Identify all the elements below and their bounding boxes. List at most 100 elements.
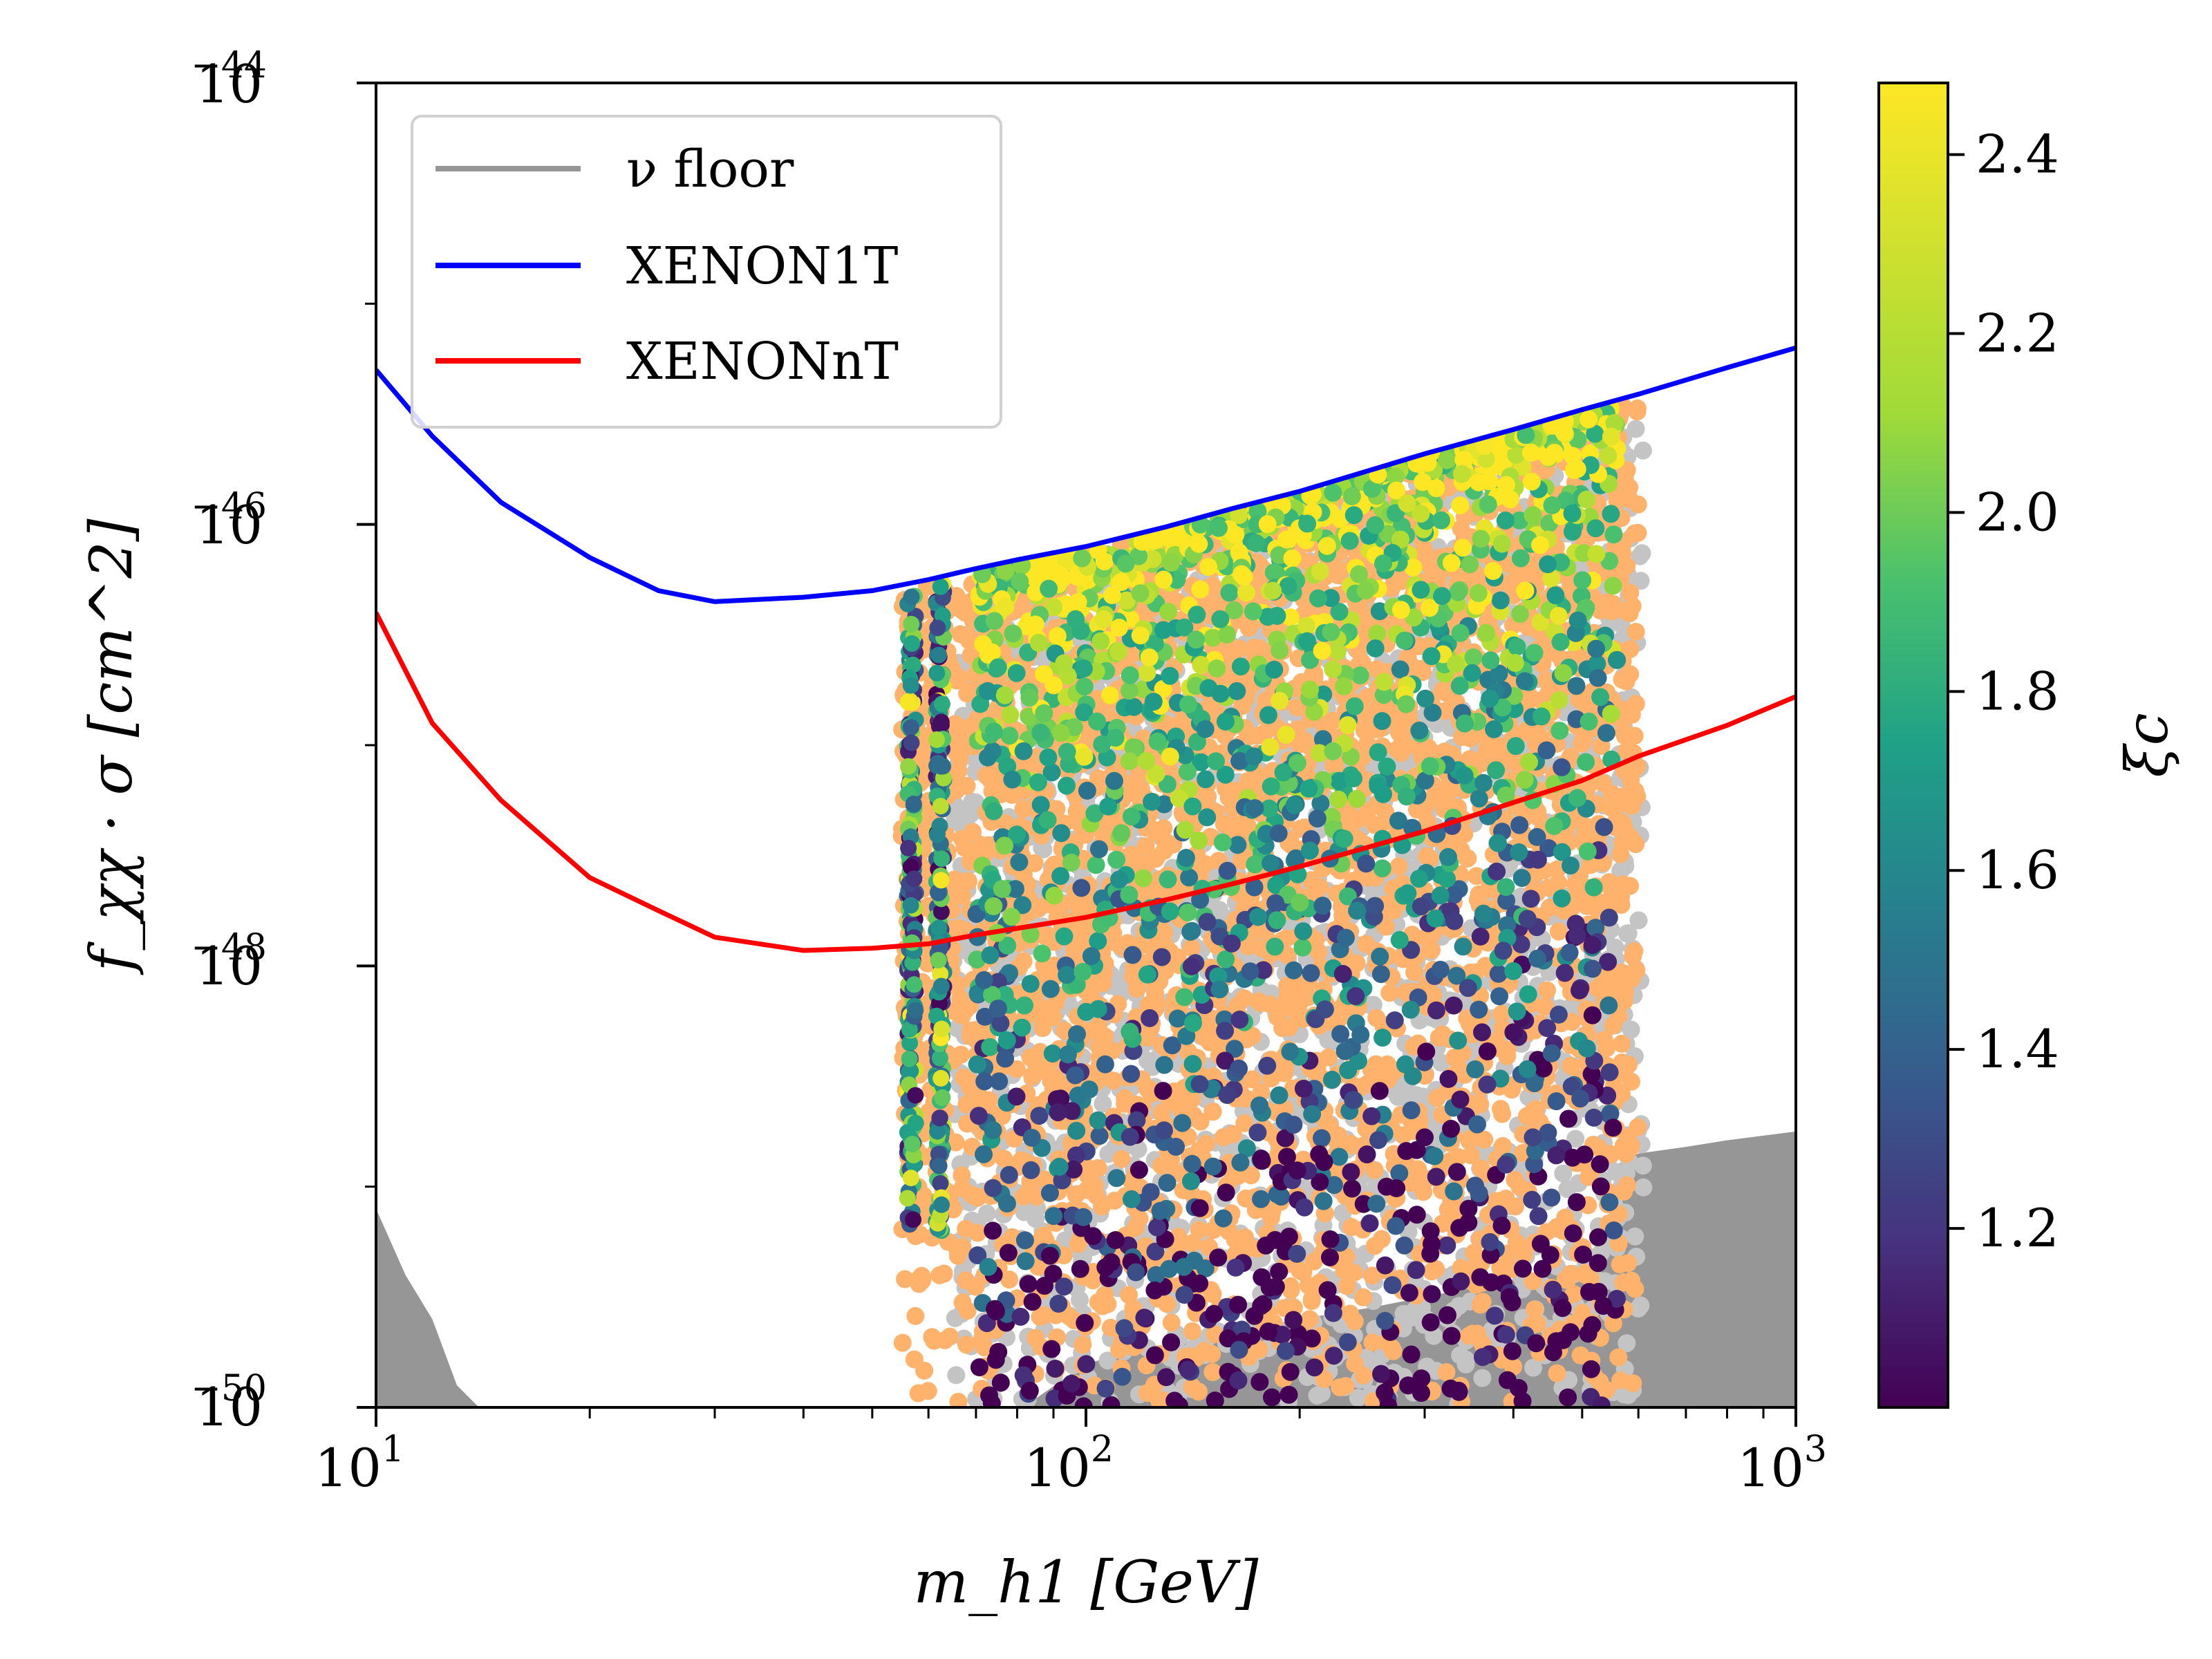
scatter-point-orange [1214, 1128, 1232, 1147]
scatter-point-orange [1162, 1313, 1181, 1332]
scatter-point-orange [1492, 1004, 1511, 1023]
scatter-point-orange [896, 1270, 915, 1288]
scatter-point-orange [1309, 943, 1328, 962]
scatter-point-grey [1524, 1358, 1543, 1377]
scatter-point-orange [1288, 1008, 1306, 1027]
scatter-point-grey [1094, 1094, 1112, 1113]
scatter-point-orange [1611, 1255, 1629, 1274]
scatter-point-orange [1291, 1262, 1309, 1280]
scatter-point-orange [1203, 1363, 1222, 1381]
scatter-point-orange [1471, 1295, 1490, 1314]
scatter-point-orange [1530, 809, 1548, 827]
scatter-point-orange [1288, 698, 1306, 717]
scatter-point-grey [1633, 1156, 1652, 1175]
scatter-point-grey [949, 803, 968, 822]
scatter-point-orange [1087, 1186, 1106, 1205]
scatter-point-orange [1538, 981, 1556, 1000]
scatter-point-grey [1308, 1386, 1327, 1405]
scatter-point-grey [1015, 1203, 1033, 1221]
scatter-point-orange [1622, 1271, 1641, 1290]
scatter-point-grey [1451, 1346, 1470, 1365]
scatter-point-orange [1465, 1244, 1483, 1262]
scatter-point-orange [1475, 1130, 1494, 1149]
scatter-point-grey [963, 792, 982, 811]
scatter-point-orange [1273, 1019, 1292, 1038]
scatter-point-orange [1405, 963, 1423, 982]
scatter-point-orange [1524, 1272, 1542, 1291]
scatter-point-grey [1629, 911, 1648, 930]
scatter-point-orange [1418, 847, 1436, 865]
scatter-point-grey [1622, 1020, 1640, 1039]
scatter-point-grey [1633, 544, 1651, 563]
scatter-point-orange [1225, 816, 1244, 834]
scatter-point-orange [1613, 671, 1631, 688]
scatter-point-orange [977, 766, 995, 785]
scatter-point-orange [1067, 1185, 1085, 1204]
scatter-point-orange [906, 1306, 925, 1325]
scatter-point-grey [1618, 924, 1636, 943]
scatter-point-orange [1459, 849, 1477, 868]
scatter-point-orange [968, 1224, 987, 1242]
scatter-point-grey [1618, 1334, 1636, 1353]
scatter-point-orange [1346, 1354, 1365, 1373]
scatter-point-orange [948, 1246, 967, 1265]
scatter-point-orange [953, 830, 971, 848]
scatter-point-orange [1625, 524, 1644, 543]
scatter-point-orange [948, 667, 966, 686]
scatter-point-orange [1338, 1277, 1356, 1295]
scatter-point-grey [1634, 1178, 1653, 1197]
scatter-point-orange [915, 1361, 934, 1380]
scatter-point-orange [1327, 1132, 1346, 1151]
scatter-point-orange [1239, 619, 1258, 637]
scatter-point-orange [1613, 1034, 1631, 1053]
scatter-point-grey [1034, 840, 1053, 859]
scatter-point-orange [1342, 1218, 1361, 1237]
scatter-point-orange [950, 919, 968, 937]
scatter-point-orange [1345, 1312, 1364, 1331]
scatter-point-orange [1421, 937, 1439, 956]
scatter-point-grey [1098, 1351, 1117, 1370]
scatter-point-orange [953, 1166, 971, 1185]
scatter-point-orange [1074, 1335, 1092, 1354]
scatter-point-orange [1549, 922, 1568, 941]
scatter-point-orange [1112, 1150, 1131, 1168]
scatter-point-orange [1146, 850, 1165, 868]
scatter-point-orange [1629, 1118, 1647, 1136]
scatter-point-orange [1183, 1234, 1201, 1253]
scatter-point-orange [1621, 1138, 1640, 1157]
scatter-point-orange [1320, 1048, 1338, 1067]
scatter-point-orange [1034, 1000, 1053, 1018]
scatter-point-orange [1623, 597, 1642, 615]
scatter-point-orange [1239, 772, 1257, 790]
scatter-point-grey [1473, 1369, 1492, 1387]
scatter-point-grey [1566, 1130, 1585, 1148]
scatter-point-orange [1244, 639, 1263, 657]
scatter-point-orange [1625, 941, 1644, 960]
scatter-point-orange [1611, 845, 1630, 863]
scatter-point-orange [1427, 1259, 1445, 1278]
scatter-point-grey [1627, 420, 1645, 438]
scatter-point-orange [1201, 1033, 1219, 1051]
scatter-point-orange [1354, 1288, 1373, 1306]
scatter-point-orange [1615, 1182, 1633, 1201]
scatter-point-orange [957, 1335, 976, 1354]
scatter-point-grey [1633, 441, 1652, 460]
scatter-point-orange [1094, 1297, 1112, 1315]
scatter-point-orange [1183, 1322, 1201, 1340]
scatter-point-orange [949, 1392, 968, 1407]
scatter-point-grey [1626, 1227, 1644, 1246]
scatter-point-orange [1380, 984, 1399, 1002]
scatter-point-orange [1014, 800, 1033, 818]
scatter-point-orange [1604, 594, 1623, 613]
scatter-point-orange [1027, 1329, 1045, 1347]
scatter-point-orange [1577, 818, 1596, 836]
scatter-point-orange [919, 1382, 937, 1400]
scatter-point-orange [1609, 1348, 1628, 1367]
scatter-point-grey [947, 1366, 966, 1385]
scatter-point-orange [1372, 1230, 1391, 1248]
scatter-point-orange [1303, 1289, 1321, 1308]
scatter-point-grey [1631, 1296, 1650, 1315]
scatter-point-orange [1311, 878, 1329, 897]
scatter-point-grey [1554, 1164, 1573, 1183]
